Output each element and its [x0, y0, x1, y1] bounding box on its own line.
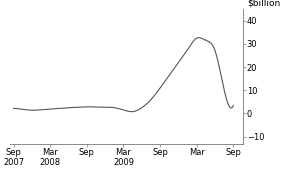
Y-axis label: $billion: $billion [247, 0, 280, 8]
